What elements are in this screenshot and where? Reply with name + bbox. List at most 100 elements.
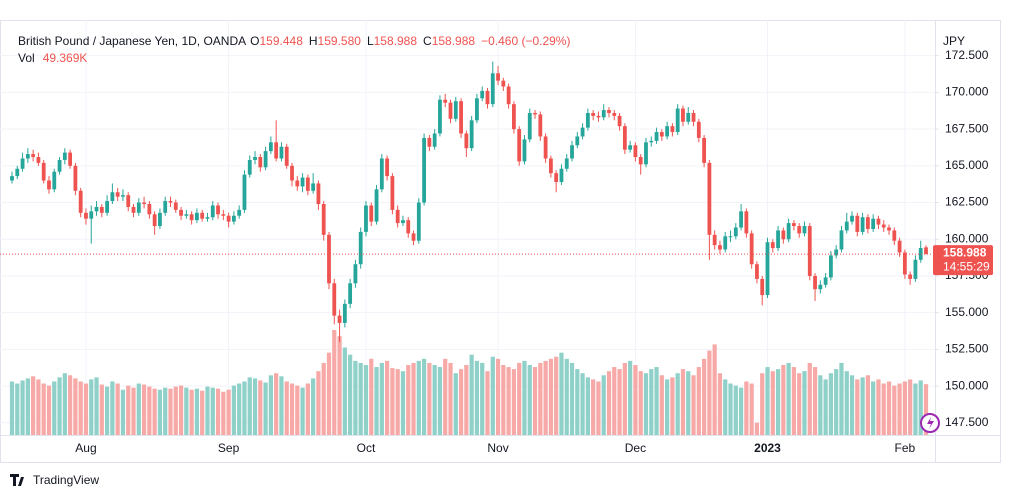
candle-body <box>47 180 51 190</box>
volume-bar <box>152 388 157 435</box>
candle-body <box>776 230 780 249</box>
volume-bar <box>215 388 221 435</box>
candle-body <box>554 173 559 182</box>
volume-bar <box>46 385 52 435</box>
volume-bar <box>305 383 310 435</box>
volume-bar <box>849 375 855 435</box>
volume-bar <box>221 391 226 435</box>
volume-bar <box>886 381 892 435</box>
volume-bar <box>871 381 876 435</box>
candle-body <box>723 236 728 250</box>
candle-body <box>158 212 162 227</box>
volume-bar <box>226 389 231 435</box>
volume-bar <box>395 369 400 435</box>
volume-bar <box>284 381 289 435</box>
volume-bar <box>469 354 474 435</box>
candle-body <box>369 205 374 222</box>
ohlc-key: C <box>423 34 432 48</box>
candle-body <box>268 142 273 152</box>
brand: TradingView <box>10 473 99 487</box>
volume-bar <box>348 354 353 435</box>
candle-body <box>770 242 775 249</box>
candle-body <box>527 112 532 140</box>
volume-bar <box>268 375 273 435</box>
candle-body <box>633 145 638 158</box>
y-tick-label: 172.500 <box>945 48 989 62</box>
volume-bar <box>585 377 590 435</box>
candle-body <box>453 101 458 119</box>
volume-bar <box>791 367 797 435</box>
volume-bar <box>89 379 94 435</box>
volume-bar <box>865 375 870 435</box>
candle-body <box>200 212 205 219</box>
candle-body <box>147 204 152 215</box>
volume-bar <box>548 358 554 435</box>
candle-body <box>865 217 870 229</box>
candle-body <box>427 137 432 147</box>
volume-bar <box>252 378 258 435</box>
volume-bar <box>506 367 511 435</box>
volume-bar <box>342 347 347 435</box>
volume-bar <box>57 377 62 435</box>
volume-bar <box>31 376 36 435</box>
volume-bar <box>834 369 839 435</box>
countdown-label: 14:55:29 <box>943 259 990 273</box>
candle-body <box>231 215 236 222</box>
candle-body <box>548 158 553 174</box>
volume-bar <box>200 390 205 435</box>
candle-body <box>828 255 833 278</box>
volume-bar <box>728 383 733 435</box>
volume-bar <box>591 379 596 435</box>
candle-body <box>570 145 574 159</box>
candle-body <box>358 231 363 265</box>
volume-bar <box>83 383 89 435</box>
volume-bar <box>495 358 501 435</box>
volume-bar <box>511 369 517 435</box>
candle-body <box>786 223 791 240</box>
volume-bar <box>295 385 300 435</box>
volume-bar <box>163 387 168 435</box>
volume-bar <box>559 352 564 435</box>
volume-bar <box>612 367 617 435</box>
volume-bar <box>897 383 902 435</box>
volume-bar <box>749 383 754 435</box>
candle-body <box>126 195 131 207</box>
volume-bar <box>337 336 342 435</box>
volume-bar <box>638 371 643 435</box>
candle-body <box>342 303 347 323</box>
candle-body <box>25 154 30 159</box>
candle-body <box>612 112 617 116</box>
candle-body <box>813 275 817 290</box>
volume-bar <box>15 383 20 435</box>
x-tick-label: Dec <box>625 441 646 455</box>
candle-body <box>36 157 41 163</box>
y-tick-label: 167.500 <box>945 121 989 135</box>
volume-bar <box>9 381 15 435</box>
volume-bar <box>247 377 252 435</box>
volume-bar <box>686 371 691 435</box>
candle-body <box>575 136 580 146</box>
volume-bar <box>464 365 469 435</box>
candle-body <box>802 226 807 234</box>
ohlc-value: 158.988 <box>374 34 418 48</box>
candle-body <box>327 234 331 284</box>
volume-bar <box>490 356 495 435</box>
volume-bar <box>654 367 659 435</box>
volume-bar <box>141 384 147 435</box>
volume-bar <box>25 378 30 435</box>
volume-bar <box>733 385 738 435</box>
candle-body <box>892 230 897 241</box>
candle-body <box>839 230 844 250</box>
candle-body <box>728 236 733 238</box>
chart-frame <box>0 20 1001 463</box>
volume-bar <box>659 375 664 435</box>
candle-body <box>585 112 590 128</box>
volume-bar <box>775 369 781 435</box>
candle-body <box>406 220 411 234</box>
candle-body <box>20 158 25 169</box>
volume-bar <box>411 362 416 435</box>
volume-bar <box>501 365 506 435</box>
volume-bar <box>205 386 210 435</box>
